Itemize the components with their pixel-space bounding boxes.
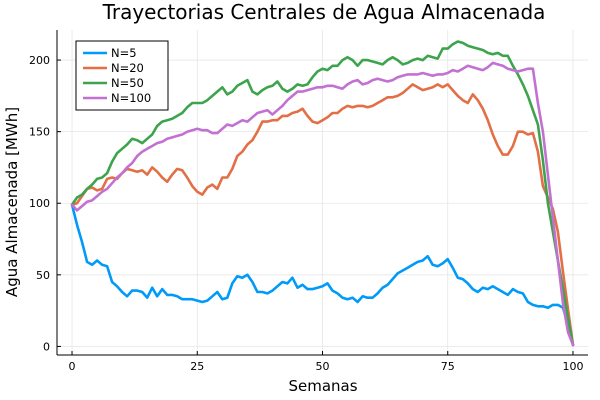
series-line-3 bbox=[70, 40, 575, 347]
y-tick-label: 0 bbox=[43, 340, 50, 353]
series-line-1 bbox=[70, 203, 575, 347]
series-line-4 bbox=[70, 61, 575, 347]
x-tick-label: 100 bbox=[562, 360, 583, 373]
legend: N=5N=20N=50N=100 bbox=[75, 40, 169, 111]
y-tick-label: 150 bbox=[29, 126, 50, 139]
x-axis-title: Semanas bbox=[288, 377, 357, 395]
ticks: 0 25 50 75 100 0 50 100 150 200 bbox=[29, 54, 583, 373]
legend-label-4: N=100 bbox=[111, 91, 151, 105]
y-tick-label: 100 bbox=[29, 197, 50, 210]
y-axis-title: Agua Almacenada [MWh] bbox=[3, 107, 21, 297]
y-tick-label: 50 bbox=[36, 269, 50, 282]
grid bbox=[57, 30, 588, 355]
series-lines bbox=[70, 40, 575, 347]
x-tick-label: 75 bbox=[441, 360, 455, 373]
chart-title: Trayectorias Centrales de Agua Almacenad… bbox=[102, 0, 546, 24]
legend-label-2: N=20 bbox=[111, 61, 144, 75]
x-tick-label: 50 bbox=[316, 360, 330, 373]
series-line-2 bbox=[70, 83, 575, 347]
y-tick-label: 200 bbox=[29, 54, 50, 67]
x-tick-label: 0 bbox=[69, 360, 76, 373]
legend-label-3: N=50 bbox=[111, 76, 144, 90]
legend-label-1: N=5 bbox=[111, 46, 137, 60]
x-tick-label: 25 bbox=[190, 360, 204, 373]
